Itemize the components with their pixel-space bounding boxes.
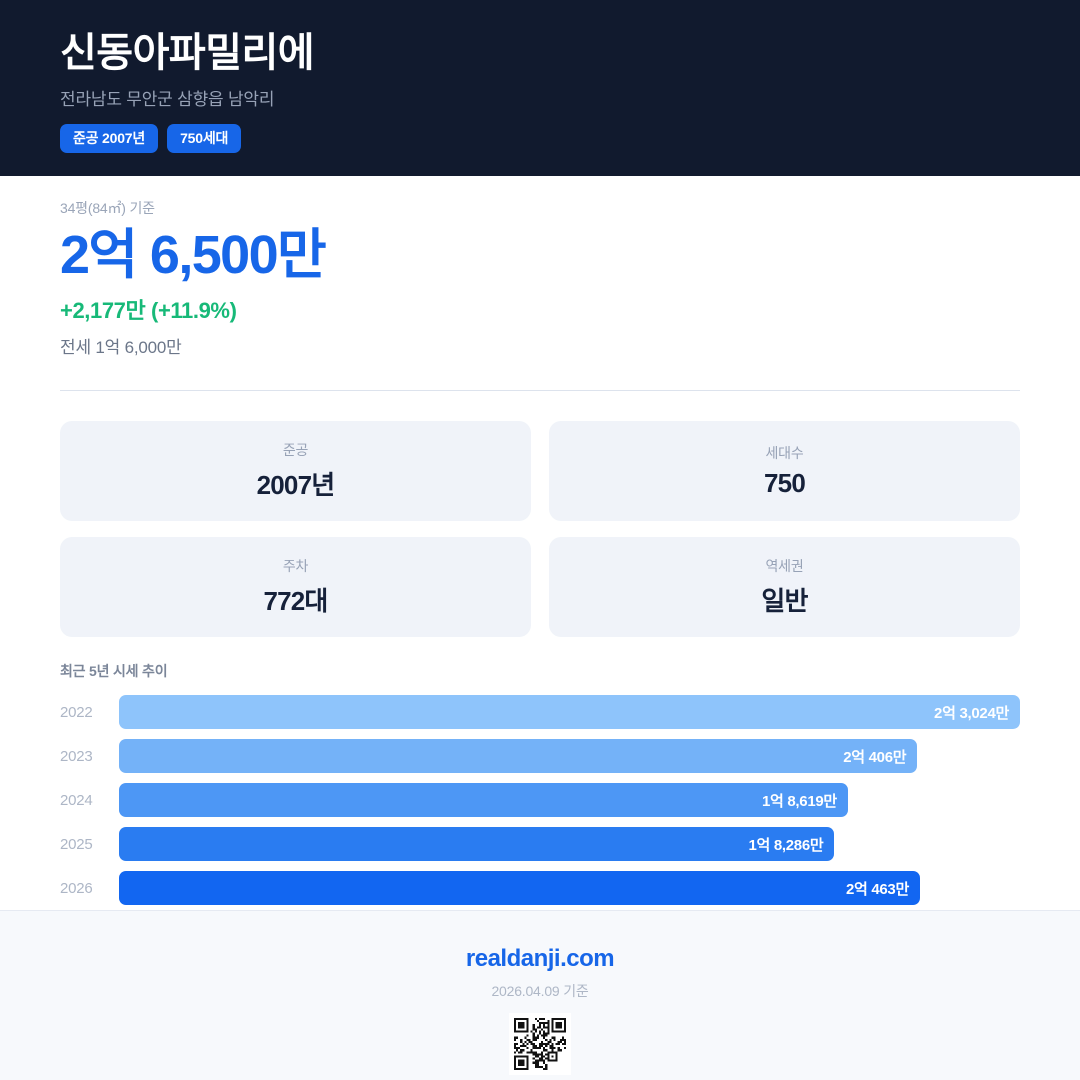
stat-card-parking: 주차 772대 <box>60 537 531 638</box>
footer-date-label: 2026.04.09 기준 <box>491 983 589 999</box>
footer-brand-link[interactable]: realdanji.com <box>465 945 615 972</box>
chart-bar-track: 2억 406만 <box>119 739 1020 774</box>
badge-household-count: 750세대 <box>167 124 242 154</box>
stat-label: 세대수 <box>765 445 804 462</box>
stat-card-transit: 역세권 일반 <box>549 537 1020 638</box>
chart-bar: 2억 406만 <box>119 739 918 774</box>
chart-row: 2026 2억 463만 <box>60 871 1020 906</box>
chart-bar: 1억 8,286만 <box>119 827 835 862</box>
chart-title: 최근 5년 시세 추이 <box>60 663 168 680</box>
stat-value: 750 <box>764 468 806 499</box>
chart-bar-value-label: 2억 406만 <box>843 748 907 766</box>
badge-row: 준공 2007년 750세대 <box>60 124 1020 154</box>
chart-bar: 2억 463만 <box>119 871 920 906</box>
chart-bar-track: 1억 8,619만 <box>119 783 1020 818</box>
chart-row: 2023 2억 406만 <box>60 739 1020 774</box>
chart-bar-track: 1억 8,286만 <box>119 827 1020 862</box>
chart-bar-track: 2억 3,024만 <box>119 695 1020 730</box>
price-basis-label: 34평(84㎡) 기준 <box>60 200 155 216</box>
price-change-value: +2,177만 (+11.9%) <box>60 298 237 324</box>
stat-card-completion: 준공 2007년 <box>60 421 531 522</box>
stat-label: 준공 <box>282 442 309 459</box>
chart-bar: 1억 8,619만 <box>119 783 848 818</box>
stat-label: 역세권 <box>765 558 804 575</box>
chart-bar-value-label: 2억 3,024만 <box>934 704 1009 722</box>
page-title: 신동아파밀리에 <box>60 31 315 75</box>
price-trend-chart: 최근 5년 시세 추이 2022 2억 3,024만 2023 2억 406만 2024… <box>60 661 1020 906</box>
qr-code-icon <box>509 1013 571 1075</box>
footer: realdanji.com 2026.04.09 기준 <box>0 910 1080 1080</box>
chart-bar-value-label: 1억 8,619만 <box>761 792 837 810</box>
stat-value: 2007년 <box>256 470 336 501</box>
chart-rows: 2022 2억 3,024만 2023 2억 406만 2024 1억 8,619만 202… <box>60 695 1020 906</box>
address-subtitle: 전라남도 무안군 삼향읍 남악리 <box>60 90 275 110</box>
stat-value: 772대 <box>263 586 328 617</box>
chart-bar-track: 2억 463만 <box>119 871 1020 906</box>
stats-grid: 준공 2007년 세대수 750 주차 772대 역세권 일반 <box>60 421 1020 638</box>
chart-bar-value-label: 1억 8,286만 <box>748 836 824 854</box>
chart-year-label: 2022 <box>60 703 93 721</box>
chart-year-label: 2026 <box>60 879 93 897</box>
chart-row: 2022 2억 3,024만 <box>60 695 1020 730</box>
stat-card-households: 세대수 750 <box>549 421 1020 522</box>
badge-completion-year: 준공 2007년 <box>60 124 159 154</box>
chart-row: 2024 1억 8,619만 <box>60 783 1020 818</box>
chart-year-label: 2023 <box>60 747 93 765</box>
price-block: 34평(84㎡) 기준 2억 6,500만 +2,177만 (+11.9%) 전… <box>0 176 1080 358</box>
header: 신동아파밀리에 전라남도 무안군 삼향읍 남악리 준공 2007년 750세대 <box>0 0 1080 176</box>
stat-label: 주차 <box>282 558 309 575</box>
chart-year-label: 2024 <box>60 791 93 809</box>
jeonse-price-value: 전세 1억 6,000만 <box>60 338 182 358</box>
stat-value: 일반 <box>761 586 808 617</box>
chart-bar-value-label: 2억 463만 <box>845 880 909 898</box>
chart-row: 2025 1억 8,286만 <box>60 827 1020 862</box>
section-divider <box>60 390 1020 392</box>
chart-bar: 2억 3,024만 <box>119 695 1020 730</box>
price-main-value: 2억 6,500만 <box>60 225 327 285</box>
chart-year-label: 2025 <box>60 835 93 853</box>
